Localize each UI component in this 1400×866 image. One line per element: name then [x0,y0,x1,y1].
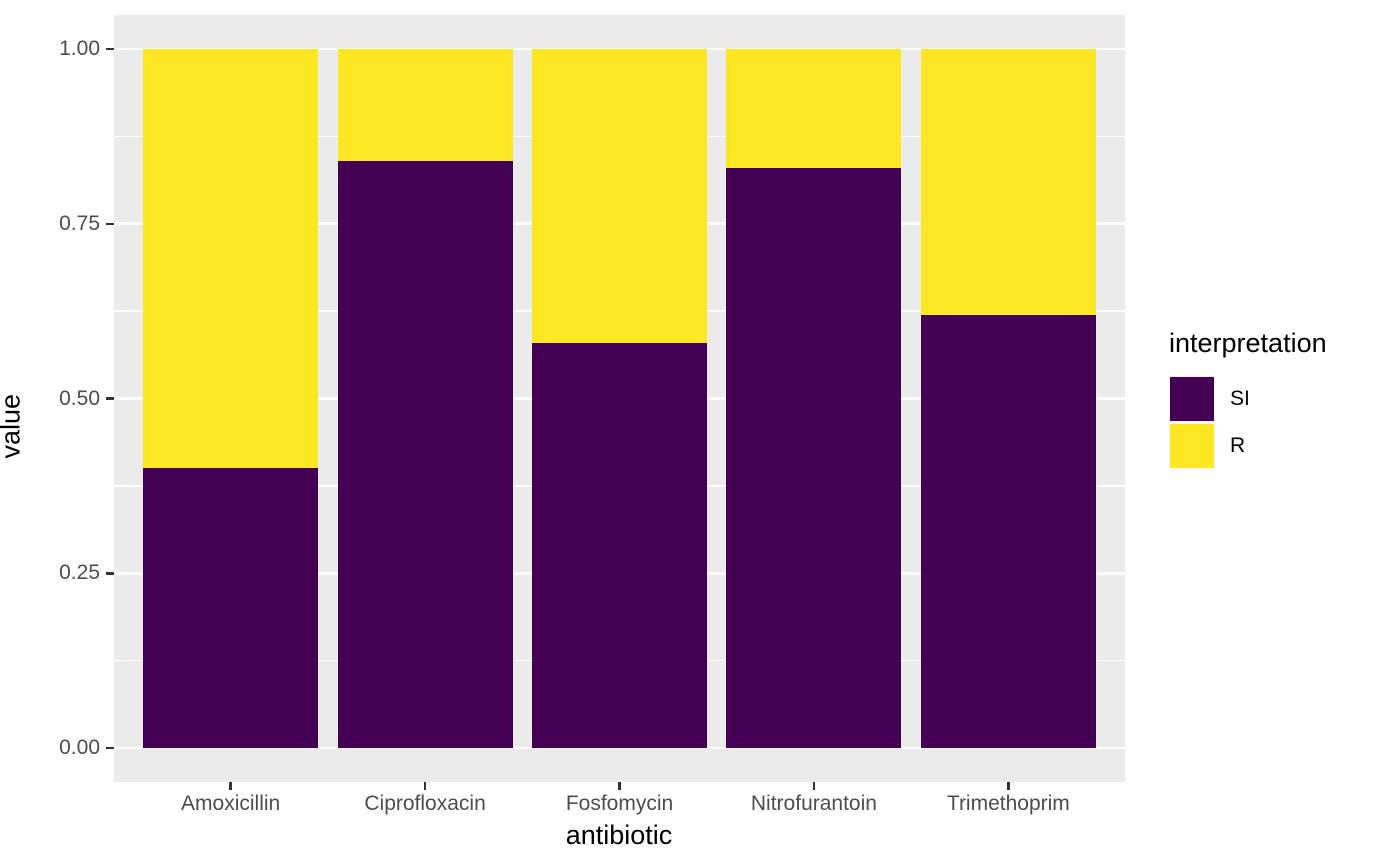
y-tick-label: 1.00 [59,37,100,60]
legend-items: SI R [1169,375,1389,469]
bar-segment-r-ciprofloxacin [337,49,513,161]
x-tick-label: Trimethoprim [946,792,1070,815]
bar-segment-si-fosfomycin [532,342,707,748]
y-tick-label: 0.75 [59,211,100,235]
plot-panel [114,15,1125,782]
x-tick-mark [229,782,232,790]
bar-segment-si-ciprofloxacin [337,160,513,748]
y-axis-title-text: value [0,393,25,459]
x-tick-label: Fosfomycin [565,792,674,815]
bar-segment-si-amoxicillin [143,468,319,748]
bar-segment-r-amoxicillin [143,49,319,469]
x-tick-label: Nitrofurantoin [750,792,877,815]
y-tick-label: 0.25 [59,561,100,585]
legend-item-r: R [1169,422,1389,469]
y-tick-mark [106,746,114,750]
bar-segment-r-nitrofurantoin [726,49,902,168]
gridline-major [114,47,1125,51]
legend-title: interpretation [1169,328,1327,358]
bar-segment-r-trimethoprim [920,49,1096,315]
x-axis-title: antibiotic [565,820,673,850]
legend: interpretation SI R [1169,328,1389,469]
y-tick-mark [106,47,114,51]
y-tick-label: 0.50 [59,386,100,410]
x-tick-mark [618,782,621,790]
y-tick-mark [106,222,114,225]
legend-swatch-si [1169,375,1215,422]
legend-label: R [1230,433,1246,457]
y-tick-mark [106,572,114,575]
bar-segment-si-nitrofurantoin [726,167,902,748]
x-tick-mark [423,782,427,790]
x-tick-label: Ciprofloxacin [364,792,486,815]
x-tick-label: Amoxicillin [181,792,281,815]
y-tick-label: 0.00 [59,736,100,759]
gridline-major [114,746,1125,750]
y-tick-mark [106,397,114,400]
bar-segment-r-fosfomycin [532,49,707,343]
x-tick-mark [1007,782,1010,790]
legend-item-si: SI [1169,375,1389,422]
legend-label: SI [1230,386,1250,410]
bar-segment-si-trimethoprim [920,314,1096,748]
legend-swatch-r [1169,422,1215,469]
x-tick-mark [812,782,816,790]
